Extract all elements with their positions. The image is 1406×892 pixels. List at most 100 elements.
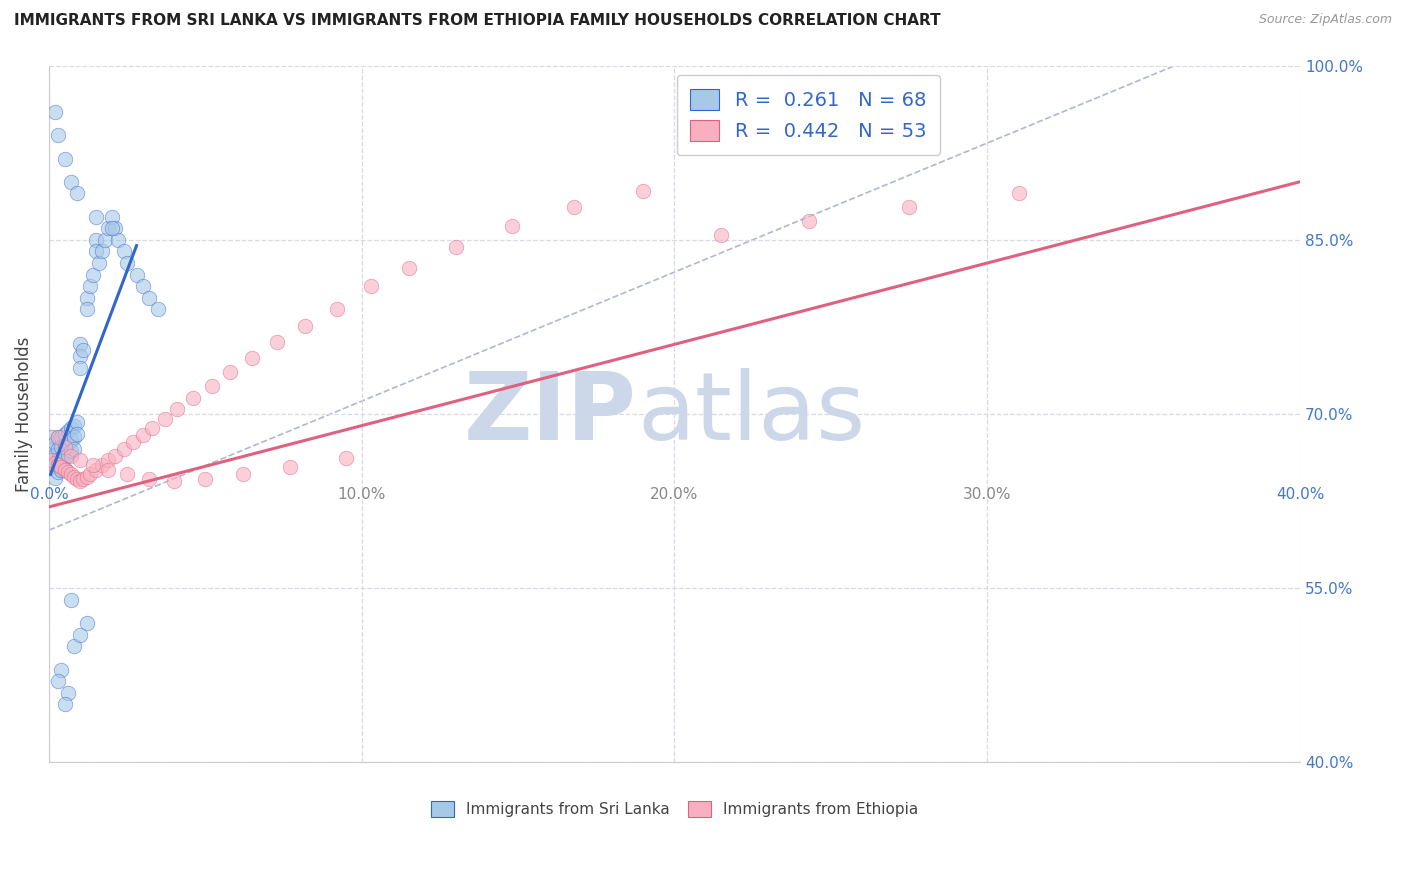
Point — [56, 436, 79, 450]
Point — [48, 442, 70, 456]
Point — [84, 244, 107, 259]
Point — [48, 430, 70, 444]
Point — [48, 458, 70, 472]
Point — [63, 442, 86, 456]
Point — [166, 402, 188, 417]
Point — [100, 221, 122, 235]
Point — [112, 442, 135, 456]
Text: IMMIGRANTS FROM SRI LANKA VS IMMIGRANTS FROM ETHIOPIA FAMILY HOUSEHOLDS CORRELAT: IMMIGRANTS FROM SRI LANKA VS IMMIGRANTS … — [14, 13, 941, 29]
Point — [53, 461, 76, 475]
Point — [97, 221, 120, 235]
Point — [325, 302, 347, 317]
Point — [84, 463, 107, 477]
Point — [48, 430, 70, 444]
Point — [91, 458, 114, 472]
Point — [51, 430, 73, 444]
Point — [100, 210, 122, 224]
Point — [56, 686, 79, 700]
Point — [51, 463, 73, 477]
Point — [44, 105, 66, 120]
Text: 10.0%: 10.0% — [337, 487, 385, 502]
Point — [48, 453, 70, 467]
Point — [44, 456, 66, 470]
Point — [97, 463, 120, 477]
Point — [82, 458, 104, 472]
Point — [53, 438, 76, 452]
Point — [163, 475, 186, 489]
Legend: Immigrants from Sri Lanka, Immigrants from Ethiopia: Immigrants from Sri Lanka, Immigrants fr… — [423, 793, 927, 824]
Point — [107, 233, 129, 247]
Point — [41, 453, 63, 467]
Point — [53, 440, 76, 454]
Point — [79, 467, 101, 482]
Point — [266, 334, 288, 349]
Point — [63, 469, 86, 483]
Point — [76, 616, 98, 631]
Point — [59, 592, 82, 607]
Point — [153, 411, 176, 425]
Point — [66, 415, 89, 429]
Point — [278, 460, 301, 475]
Point — [631, 184, 654, 198]
Point — [125, 268, 148, 282]
Point — [898, 200, 921, 214]
Point — [335, 451, 357, 466]
Point — [115, 467, 138, 482]
Y-axis label: Family Households: Family Households — [15, 336, 32, 491]
Point — [138, 472, 160, 486]
Point — [59, 421, 82, 435]
Point — [76, 302, 98, 317]
Point — [94, 233, 117, 247]
Point — [59, 433, 82, 447]
Point — [138, 291, 160, 305]
Point — [710, 228, 733, 243]
Point — [360, 279, 382, 293]
Point — [69, 360, 91, 375]
Point — [69, 628, 91, 642]
Point — [76, 469, 98, 483]
Point — [97, 453, 120, 467]
Point — [53, 450, 76, 464]
Point — [194, 472, 217, 486]
Point — [48, 465, 70, 479]
Point — [797, 214, 820, 228]
Point — [41, 453, 63, 467]
Point — [501, 219, 523, 233]
Point — [79, 279, 101, 293]
Point — [69, 337, 91, 351]
Text: 20.0%: 20.0% — [651, 487, 699, 502]
Point — [1007, 186, 1029, 201]
Point — [44, 436, 66, 450]
Point — [41, 430, 63, 444]
Point — [76, 291, 98, 305]
Point — [69, 475, 91, 489]
Point — [240, 351, 263, 366]
Point — [63, 418, 86, 433]
Point — [56, 448, 79, 462]
Point — [132, 428, 155, 442]
Text: atlas: atlas — [637, 368, 865, 460]
Point — [51, 460, 73, 475]
Point — [53, 698, 76, 712]
Point — [181, 391, 204, 405]
Point — [59, 467, 82, 482]
Point — [72, 472, 94, 486]
Point — [104, 221, 127, 235]
Point — [69, 349, 91, 363]
Point — [66, 426, 89, 441]
Point — [84, 210, 107, 224]
Point — [44, 459, 66, 474]
Point — [201, 379, 224, 393]
Point — [141, 421, 163, 435]
Point — [294, 318, 316, 333]
Point — [53, 426, 76, 441]
Point — [48, 128, 70, 143]
Point — [82, 268, 104, 282]
Point — [148, 302, 170, 317]
Point — [59, 444, 82, 458]
Text: 0.0%: 0.0% — [30, 487, 69, 502]
Point — [398, 260, 420, 275]
Point — [219, 365, 242, 379]
Text: 40.0%: 40.0% — [1275, 487, 1324, 502]
Text: Source: ZipAtlas.com: Source: ZipAtlas.com — [1258, 13, 1392, 27]
